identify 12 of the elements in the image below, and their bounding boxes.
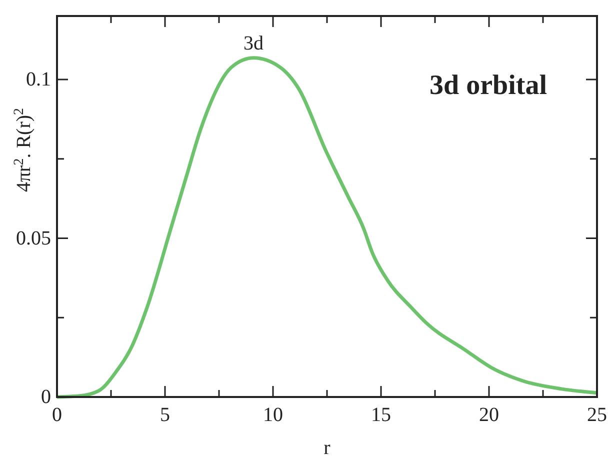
line-series [55, 56, 599, 399]
y-tick-label: 0.05 [16, 227, 51, 250]
x-tick-label: 25 [587, 404, 607, 426]
x-axis-title: r [324, 437, 331, 459]
annotation: 3d orbital [430, 70, 548, 101]
x-tick-label: 10 [263, 404, 283, 426]
x-tick-label: 5 [160, 404, 170, 426]
annotation: 3d [244, 32, 264, 54]
y-tick-label: 0.1 [26, 68, 51, 90]
y-tick-label: 0 [41, 386, 51, 408]
x-tick-label: 15 [371, 404, 391, 426]
x-tick-label: 20 [479, 404, 499, 426]
